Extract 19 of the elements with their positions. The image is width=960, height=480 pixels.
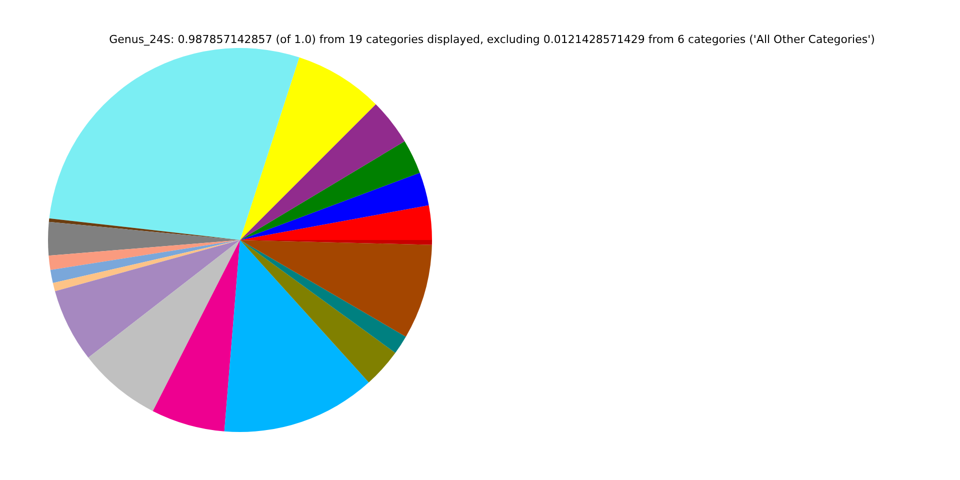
pie-slice — [240, 104, 405, 240]
pie-slice — [88, 240, 240, 412]
pie-slice — [240, 240, 406, 353]
pie-slice — [54, 240, 240, 358]
pie-slice — [240, 240, 396, 382]
pie-slice — [48, 218, 240, 240]
pie-slice — [240, 240, 432, 337]
pie-slice — [52, 240, 240, 292]
pie-slice — [50, 240, 240, 284]
pie-slice — [49, 48, 300, 240]
pie-slice — [48, 240, 240, 270]
pie-slice — [224, 240, 369, 432]
text: Genus_24S: 0.987857142857 (of 1.0) from 19 categories displayed, excluding 0.0121428571429 from 6 categories ('All Other Categories') — [109, 33, 875, 46]
pie-slice — [240, 172, 429, 240]
pie-slice — [240, 205, 432, 240]
pie-slice — [240, 141, 420, 240]
pie-slice — [240, 57, 376, 240]
pie-slice — [152, 240, 240, 432]
pie-slice — [48, 222, 240, 256]
